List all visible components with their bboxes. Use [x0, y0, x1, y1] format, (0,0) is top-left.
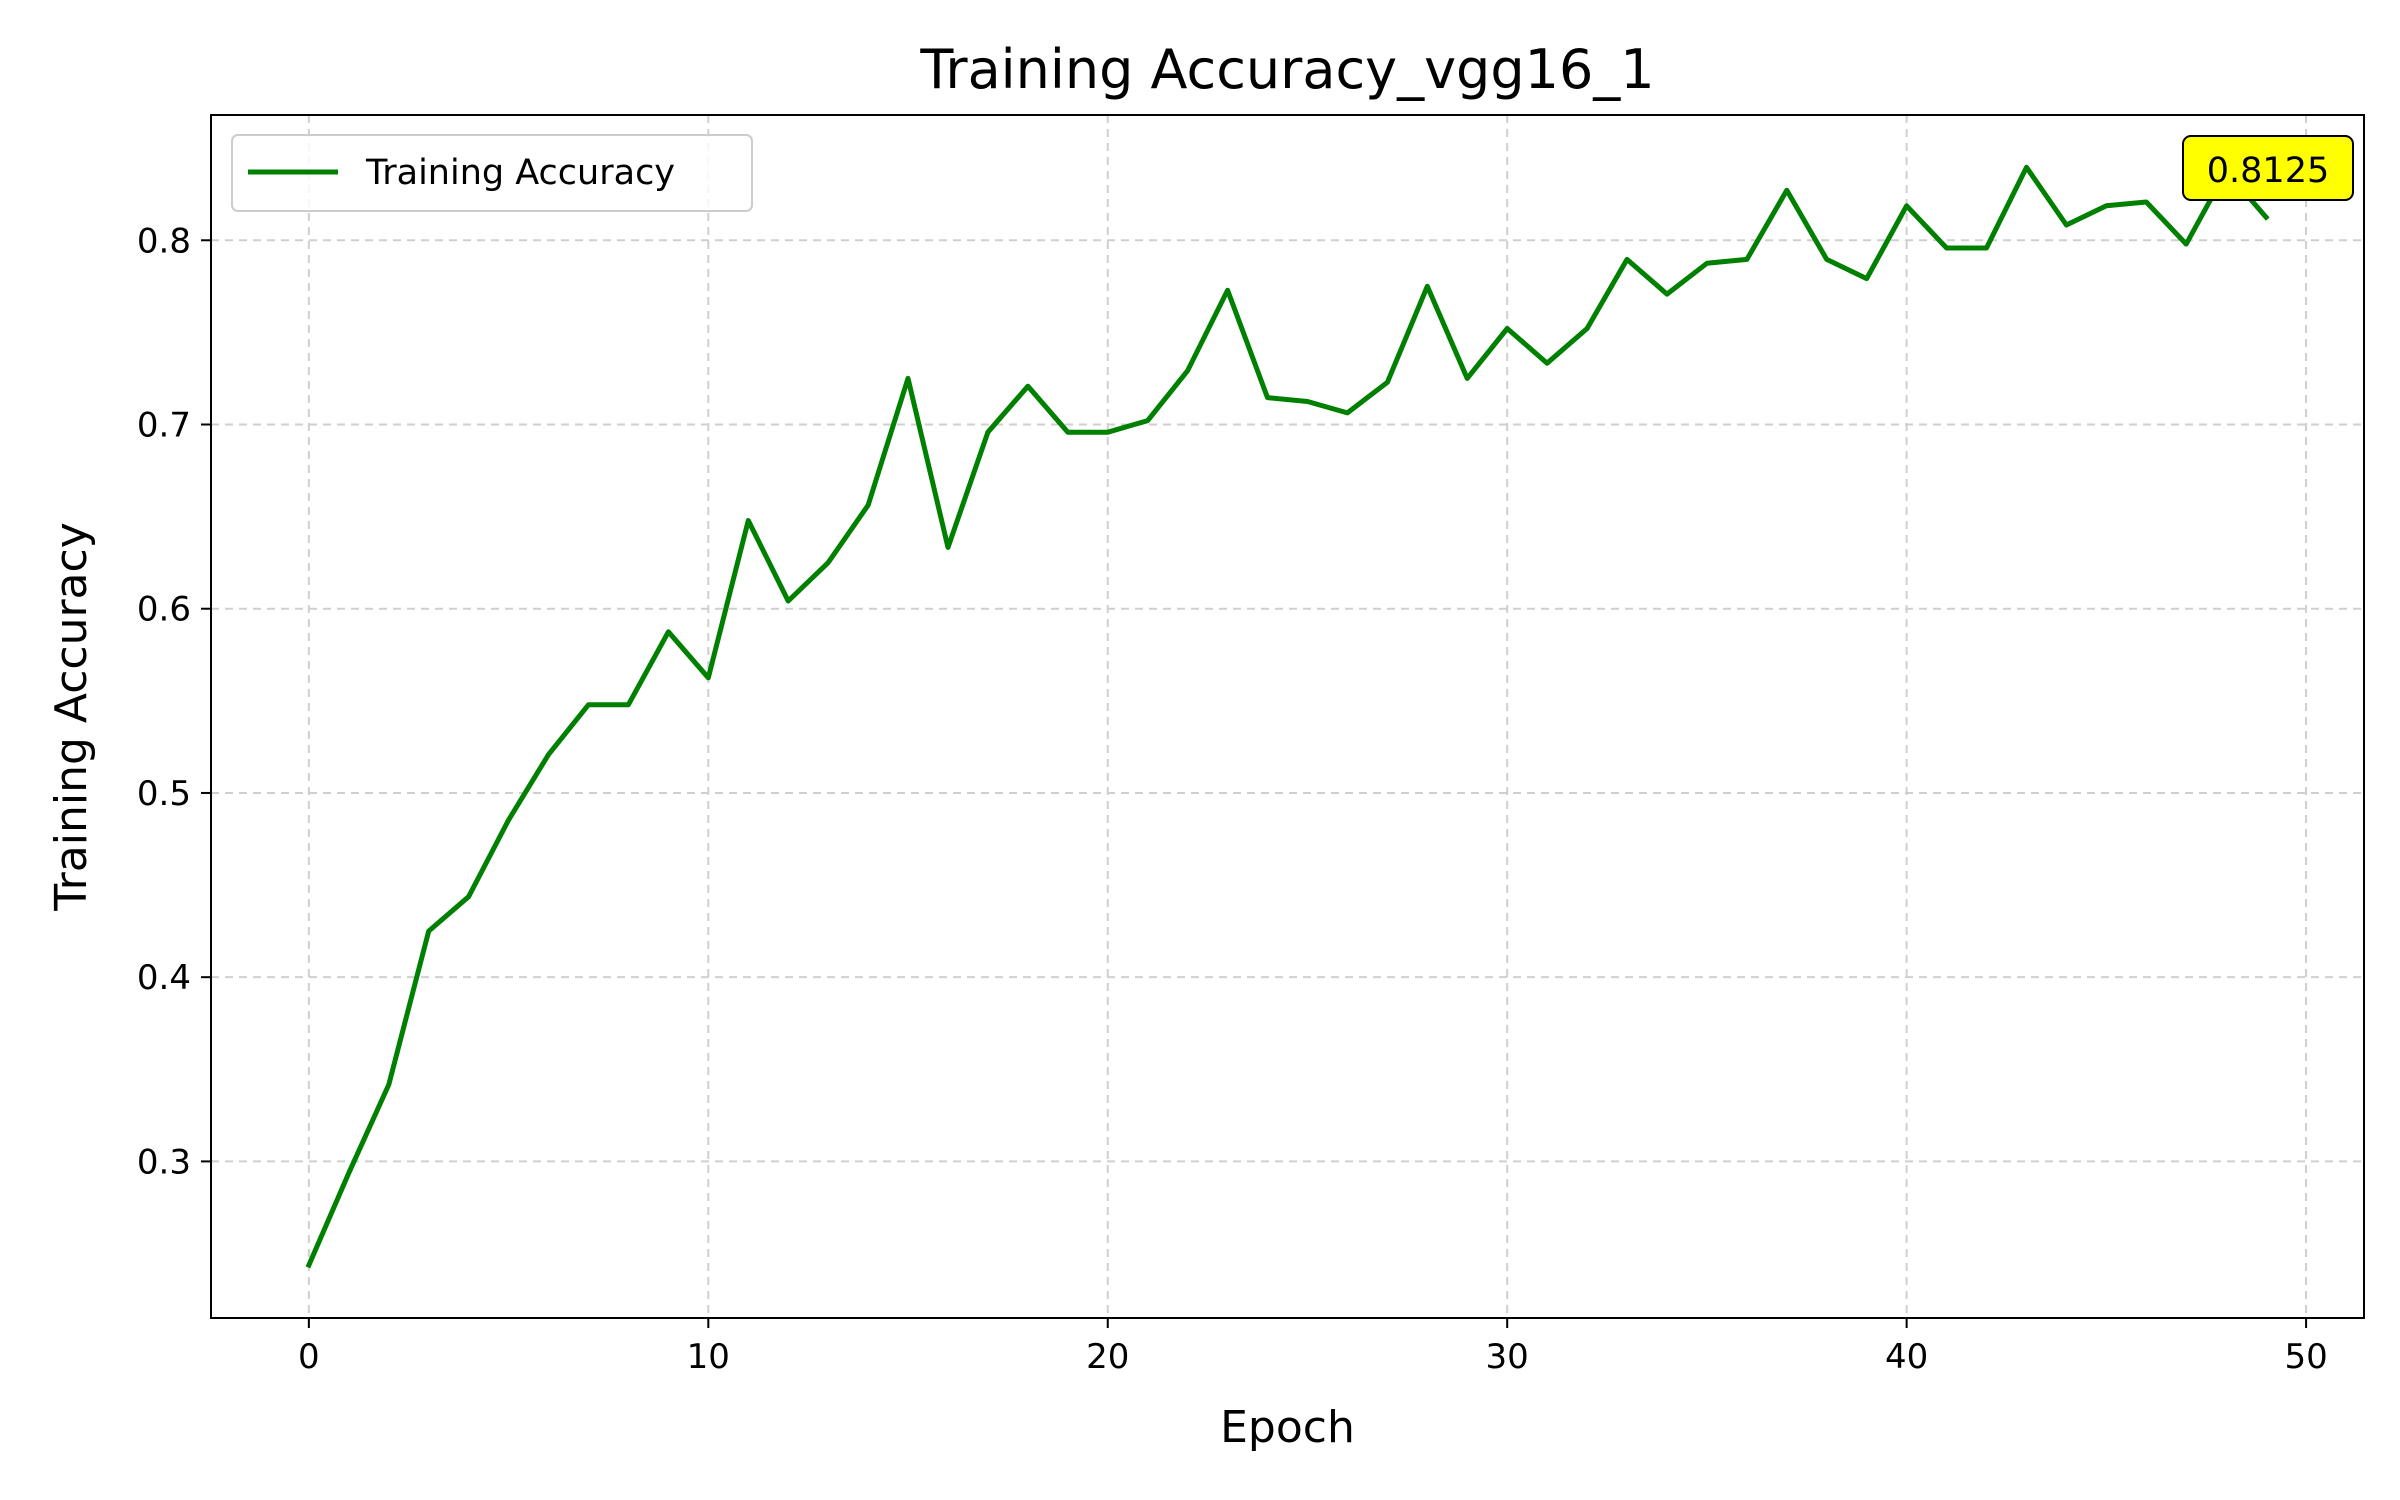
x-axis: 0 10 20 30 40 50	[298, 1318, 2328, 1377]
last-value-annotation: 0.8125	[2182, 135, 2354, 201]
y-axis-title: Training Accuracy	[46, 522, 97, 911]
series-layer	[305, 164, 2270, 1269]
y-axis: 0.3 0.4 0.5 0.6 0.7 0.8	[137, 221, 211, 1182]
grid	[211, 115, 2364, 1318]
series-line	[305, 164, 2270, 1269]
legend-label: Training Accuracy	[365, 153, 675, 193]
annotation-box	[2182, 135, 2354, 201]
y-tick-label: 0.4	[137, 958, 191, 998]
y-tick-label: 0.6	[137, 590, 191, 630]
x-tick-label: 0	[298, 1337, 320, 1377]
annotation-label: 0.8125	[2207, 151, 2329, 191]
legend-box	[231, 134, 753, 212]
x-tick-label: 10	[687, 1337, 730, 1377]
y-tick-label: 0.8	[137, 221, 191, 261]
y-tick-label: 0.3	[137, 1142, 191, 1182]
x-axis-title: Epoch	[1220, 1402, 1355, 1453]
y-tick-label: 0.5	[137, 774, 191, 814]
x-tick-label: 50	[2284, 1337, 2327, 1377]
chart-title: Training Accuracy_vgg16_1	[919, 38, 1654, 101]
x-tick-label: 40	[1885, 1337, 1928, 1377]
y-tick-label: 0.7	[137, 406, 191, 446]
x-tick-label: 30	[1486, 1337, 1529, 1377]
x-tick-label: 20	[1086, 1337, 1129, 1377]
legend: Training Accuracy	[231, 134, 753, 212]
plot-frame	[210, 114, 2365, 1319]
